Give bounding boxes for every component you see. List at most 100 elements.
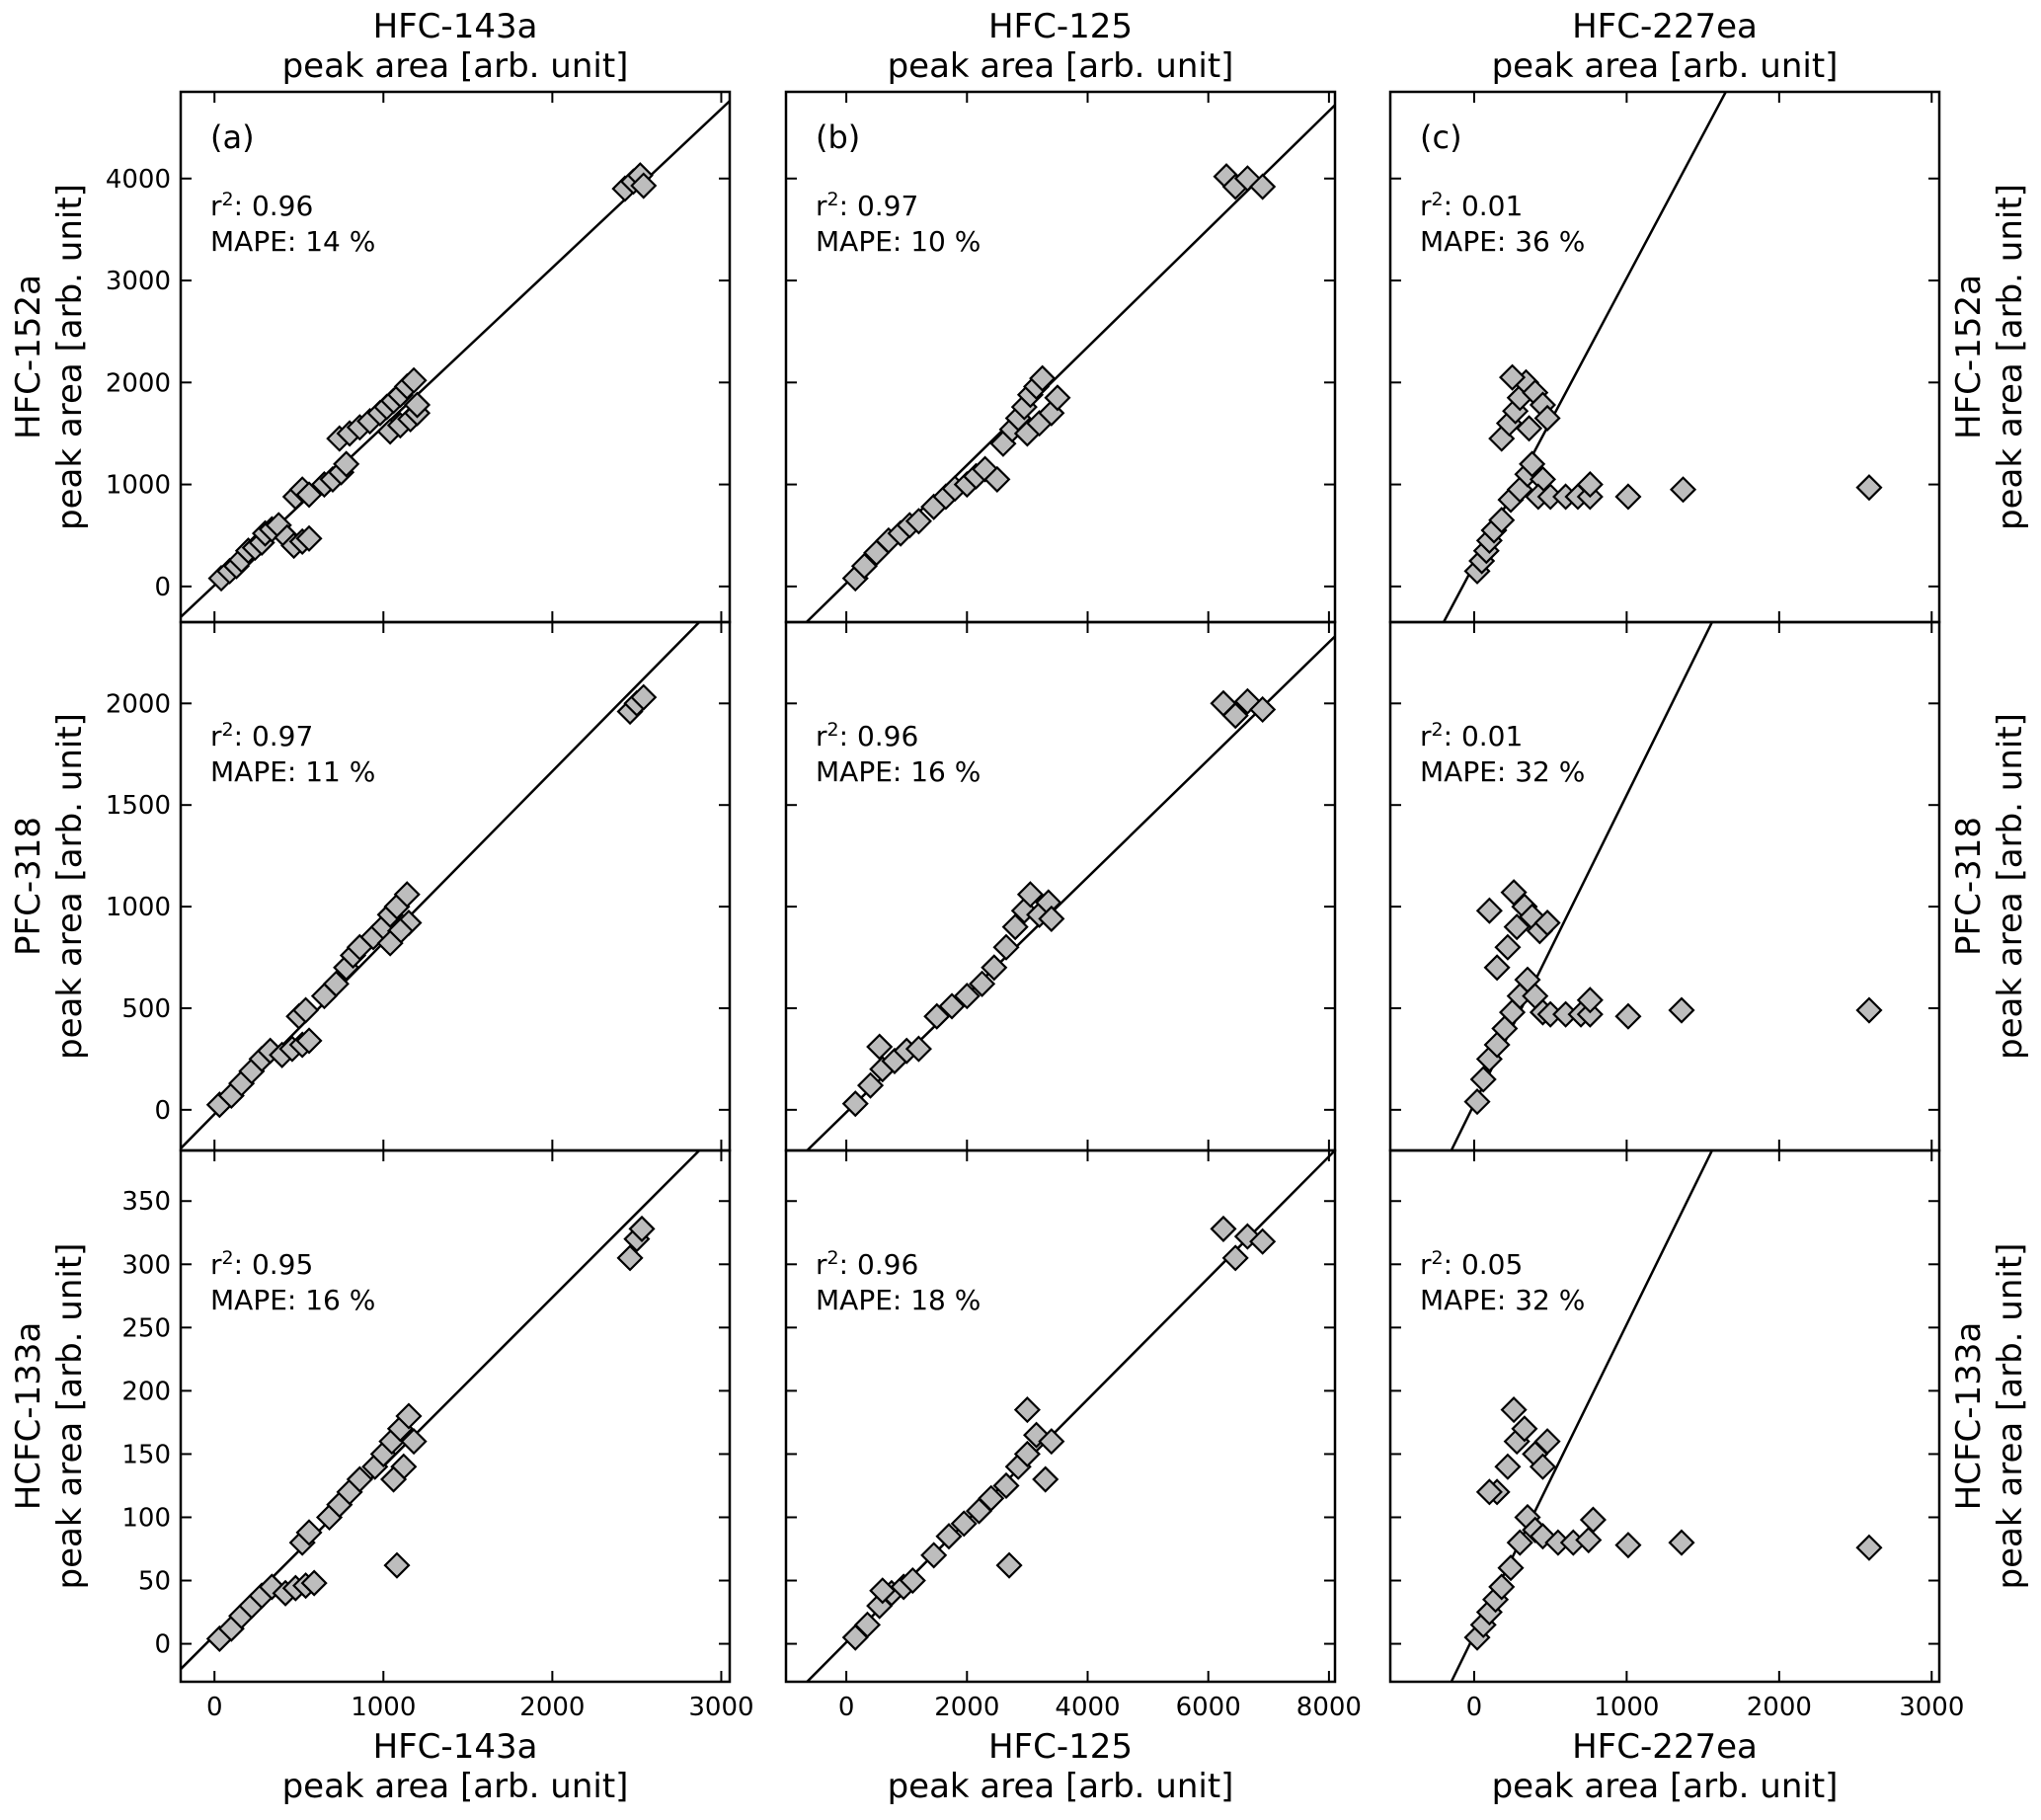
panel-r2c2-mape: MAPE: 32 %: [1420, 1284, 1585, 1316]
panel-r2c2-point-18: [1494, 1453, 1522, 1480]
panel-r2c2-point-22: [1529, 1453, 1557, 1480]
panel-r0c0-point-16: [295, 481, 323, 509]
panel-r2c2-point-5: [1497, 1554, 1525, 1582]
panel-r2c1-point-19: [995, 1551, 1023, 1579]
panel-r1c0-ytick-label: 1500: [106, 791, 171, 821]
panel-r1c1-point-8: [938, 992, 966, 1020]
row-title-right-2-line1: HCFC-133a: [1949, 1322, 1989, 1511]
panel-r1c1-point-12: [992, 933, 1020, 961]
panel-r2c1-point-17: [1032, 1465, 1060, 1493]
panel-r2c1-point-23: [1249, 1227, 1277, 1255]
panel-r2c0-point-15: [346, 1465, 373, 1493]
row-title-left-0-line2: peak area [arb. unit]: [50, 184, 90, 530]
panel-r2c0-ytick-label: 250: [121, 1313, 171, 1343]
top-title-0-line1: HFC-143a: [373, 7, 538, 46]
panel-r2c1-point-6: [869, 1577, 897, 1605]
panel-r0c2-mape: MAPE: 36 %: [1420, 225, 1585, 258]
panel-r1c1-point-15: [1016, 881, 1045, 909]
panel-r2c0-point-27: [628, 1215, 656, 1242]
panel-r2c0-xtick-label: 2000: [519, 1693, 585, 1722]
panel-r2c0-ytick-label: 200: [121, 1377, 171, 1406]
bottom-title-1-line1: HFC-125: [988, 1727, 1133, 1767]
panel-r2c0-xtick-label: 3000: [688, 1693, 753, 1722]
panel-r1c0-point-24: [376, 929, 404, 957]
panel-r0c1-point-1: [850, 552, 878, 580]
panel-r1c0-ytick-label: 1000: [106, 893, 171, 922]
panel-r1c2-point-17: [1855, 996, 1883, 1024]
panel-r0c0-ytick-label: 3000: [106, 267, 171, 296]
row-title-left-1-line1: PFC-318: [9, 817, 48, 956]
bottom-title-2-line2: peak area [arb. unit]: [1492, 1767, 1839, 1806]
panel-r0c1-r2: r2: 0.97: [816, 189, 918, 222]
panel-r1c1-point-10: [969, 970, 996, 997]
panel-r0c1-mape: MAPE: 10 %: [816, 225, 981, 258]
panel-r0c0-point-30: [400, 366, 428, 394]
panel-r1c2-point-0: [1463, 1088, 1491, 1116]
panel-r1c2-point-1: [1469, 1066, 1497, 1093]
panel-r1c1-point-20: [1221, 702, 1249, 730]
bottom-title-1-line2: peak area [arb. unit]: [888, 1767, 1234, 1806]
panel-r0c0-ytick-label: 2000: [106, 368, 171, 398]
panel-r2c0-point-9: [300, 1569, 328, 1597]
row-title-left-2-line1: HCFC-133a: [9, 1322, 48, 1511]
panel-r2c0-point-20: [395, 1402, 423, 1430]
panel-r2c1-frame: [784, 1148, 1337, 1684]
panel-r1c2-point-25: [1500, 879, 1528, 907]
panel-r2c2-frame: [1388, 1148, 1941, 1684]
panel-r2c2-point-16: [1855, 1534, 1883, 1561]
panel-r1c1-point-6: [866, 1033, 894, 1061]
panel-r2c2-point-24: [1500, 1396, 1528, 1424]
panel-r0c1-letter: (b): [816, 119, 860, 156]
panel-r1c1-point-7: [923, 1002, 951, 1030]
panel-r1c1-point-22: [1249, 695, 1277, 724]
panel-r2c1-xtick-label: 0: [838, 1693, 855, 1722]
panel-r1c0-point-13: [322, 970, 350, 997]
panel-r0c0-point-39: [630, 172, 658, 199]
panel-r0c2-point-27: [1533, 404, 1561, 433]
panel-r0c2-r2: r2: 0.01: [1420, 189, 1523, 222]
row-title-right-0-line2: peak area [arb. unit]: [1991, 184, 2030, 530]
panel-r2c1-xtick-label: 2000: [934, 1693, 999, 1722]
panel-r0c1-point-20: [1029, 364, 1057, 392]
row-title-right-1-line1: PFC-318: [1949, 817, 1989, 956]
panel-r2c2-point-4: [1488, 1573, 1516, 1601]
panel-r0c2-point-16: [1576, 471, 1604, 499]
panel-r2c1-point-5: [899, 1566, 926, 1595]
panel-r1c2-point-16: [1668, 996, 1695, 1024]
panel-r0c0-mape: MAPE: 14 %: [210, 225, 375, 258]
panel-r0c0-point-13: [295, 524, 323, 552]
panel-r0c1-point-6: [904, 508, 932, 535]
panel-r1c1-point-1: [856, 1071, 885, 1099]
panel-r1c0-r2: r2: 0.97: [210, 719, 313, 752]
panel-r1c2-point-24: [1533, 909, 1561, 937]
top-title-2-line1: HFC-227ea: [1572, 7, 1758, 46]
panel-r2c2-r2: r2: 0.05: [1420, 1247, 1523, 1281]
panel-r0c0-point-20: [333, 450, 360, 478]
panel-r2c1-point-8: [935, 1523, 963, 1550]
panel-r1c2-frame: [1388, 620, 1941, 1152]
panel-r2c0-ytick-label: 0: [154, 1630, 171, 1660]
panel-r1c1-point-18: [1038, 905, 1065, 932]
panel-r2c1-point-21: [1221, 1244, 1249, 1272]
panel-r2c1-point-14: [1013, 1440, 1041, 1467]
panel-r1c0-ytick-label: 2000: [106, 689, 171, 719]
panel-r2c0-xtick-label: 0: [206, 1693, 223, 1722]
panel-r2c1-xtick-label: 6000: [1176, 1693, 1241, 1722]
panel-r2c2-point-6: [1506, 1529, 1533, 1556]
panel-r1c2-point-13: [1576, 1000, 1604, 1028]
top-title-2-line2: peak area [arb. unit]: [1492, 46, 1839, 86]
panel-r1c2-point-19: [1494, 933, 1522, 961]
panel-r0c2-point-5: [1488, 507, 1516, 534]
panel-r2c2-point-12: [1575, 1526, 1603, 1554]
panel-r0c2-point-18: [1669, 476, 1697, 504]
panel-r0c0-point-35: [403, 391, 432, 419]
panel-r0c1-point-28: [1249, 173, 1277, 200]
panel-r0c2-point-19: [1855, 474, 1883, 502]
panel-r2c0-frame: [179, 1148, 732, 1684]
panel-r2c1-xtick-label: 4000: [1055, 1693, 1120, 1722]
panel-r1c1-point-5: [904, 1035, 932, 1063]
panel-r2c0-point-11: [295, 1519, 323, 1546]
panel-r1c1-r2: r2: 0.96: [816, 719, 918, 752]
panel-r0c2-point-9: [1519, 450, 1546, 478]
